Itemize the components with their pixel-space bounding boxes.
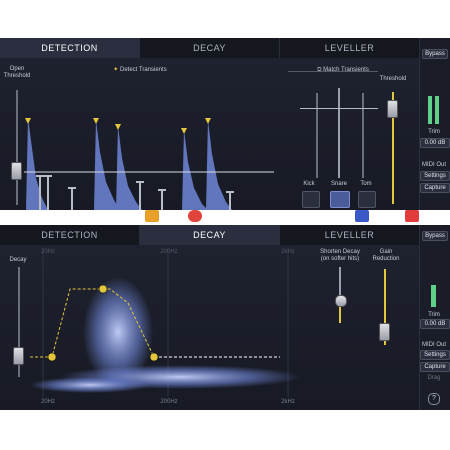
meter-left bbox=[428, 96, 432, 124]
shorten-decay-fill bbox=[339, 305, 341, 323]
detection-panel: DETECTION DECAY LEVELLER Open Threshold … bbox=[0, 38, 450, 210]
detect-transients-label: ✦ Detect Transients bbox=[113, 67, 167, 73]
shorten-decay-sub: (on softer hits) bbox=[320, 256, 360, 262]
decay-slider[interactable] bbox=[13, 347, 24, 365]
threshold-slider[interactable] bbox=[387, 100, 398, 118]
bypass-button[interactable]: Bypass bbox=[422, 49, 448, 59]
trim-field[interactable]: 0.00 dB bbox=[420, 138, 450, 148]
taskbar-strip bbox=[0, 210, 450, 225]
help-button[interactable]: ? bbox=[428, 393, 440, 405]
tab-leveller[interactable]: LEVELLER bbox=[280, 225, 420, 245]
gain-reduction-label: Gain Reduction bbox=[372, 249, 400, 262]
snare-slider-track bbox=[338, 88, 340, 178]
freq-label-2khz-top: 2kHz bbox=[281, 249, 295, 255]
capture-button[interactable]: Capture bbox=[420, 183, 450, 193]
kick-slider-track bbox=[316, 93, 318, 178]
freq-label-20hz-top: 20Hz bbox=[40, 249, 55, 255]
tab-detection[interactable]: DETECTION bbox=[0, 38, 140, 58]
tom-button[interactable] bbox=[358, 191, 376, 208]
shorten-decay-label: Shorten Decay bbox=[320, 249, 360, 255]
match-transients-label: ⧉ Match Transients bbox=[317, 67, 369, 73]
tom-label: Tom bbox=[360, 181, 372, 187]
decay-label: Decay bbox=[9, 257, 27, 263]
freq-label-2khz: 2kHz bbox=[281, 399, 295, 405]
tab-decay[interactable]: DECAY bbox=[140, 225, 280, 245]
transient-waveform bbox=[24, 118, 274, 210]
decay-track bbox=[18, 267, 20, 377]
tab-detection[interactable]: DETECTION bbox=[0, 225, 140, 245]
threshold-label: Threshold bbox=[379, 76, 407, 82]
link-icon: ⧉ bbox=[317, 67, 322, 73]
snare-button[interactable] bbox=[330, 191, 350, 208]
tab-bar: DETECTION DECAY LEVELLER bbox=[0, 225, 420, 245]
app-icon-blue[interactable] bbox=[355, 210, 369, 222]
threshold-track bbox=[392, 92, 394, 204]
freq-label-200hz: 200Hz bbox=[160, 399, 178, 405]
midi-out-label: MIDI Out bbox=[421, 342, 446, 348]
freq-label-20hz: 20Hz bbox=[40, 399, 55, 405]
gain-reduction-slider[interactable] bbox=[379, 323, 390, 341]
open-threshold-label: Open Threshold bbox=[3, 66, 31, 79]
tom-slider-track bbox=[362, 93, 364, 178]
freq-label-200hz-top: 200Hz bbox=[160, 249, 178, 255]
open-threshold-slider[interactable] bbox=[11, 162, 22, 180]
capture-button[interactable]: Capture bbox=[420, 362, 450, 372]
right-sidebar: Bypass Trim 0.00 dB MIDI Out Settings Ca… bbox=[419, 38, 450, 210]
tab-decay[interactable]: DECAY bbox=[140, 38, 280, 58]
match-divider bbox=[288, 71, 378, 72]
settings-button[interactable]: Settings bbox=[420, 171, 450, 181]
shorten-decay-knob[interactable] bbox=[335, 295, 347, 307]
gain-reduction-track bbox=[384, 269, 386, 345]
kick-button[interactable] bbox=[302, 191, 320, 208]
app-icon-red-square[interactable] bbox=[405, 210, 419, 222]
wand-icon: ✦ bbox=[113, 67, 119, 73]
app-icon-red[interactable] bbox=[188, 210, 202, 222]
right-sidebar: Bypass Trim 0.00 dB MIDI Out Settings Ca… bbox=[419, 225, 450, 410]
tab-bar: DETECTION DECAY LEVELLER bbox=[0, 38, 420, 58]
settings-button[interactable]: Settings bbox=[420, 350, 450, 360]
shorten-decay-track bbox=[339, 267, 341, 319]
trim-label: Trim bbox=[428, 129, 440, 135]
trim-field[interactable]: 0.00 dB bbox=[420, 319, 450, 329]
open-threshold-track bbox=[16, 90, 18, 205]
output-meter bbox=[431, 285, 436, 307]
app-icon-orange[interactable] bbox=[145, 210, 159, 222]
meter-right bbox=[435, 96, 439, 124]
snare-label: Snare bbox=[330, 181, 347, 187]
bypass-button[interactable]: Bypass bbox=[422, 231, 448, 241]
decay-panel: DETECTION DECAY LEVELLER Decay 20Hz 200H… bbox=[0, 225, 450, 410]
drag-label[interactable]: Drag bbox=[427, 375, 441, 381]
trim-label: Trim bbox=[428, 312, 440, 318]
decay-spectrogram bbox=[30, 247, 300, 397]
kick-label: Kick bbox=[303, 181, 315, 187]
match-crossbar[interactable] bbox=[300, 108, 378, 109]
midi-out-label: MIDI Out bbox=[421, 162, 446, 168]
tab-leveller[interactable]: LEVELLER bbox=[280, 38, 420, 58]
